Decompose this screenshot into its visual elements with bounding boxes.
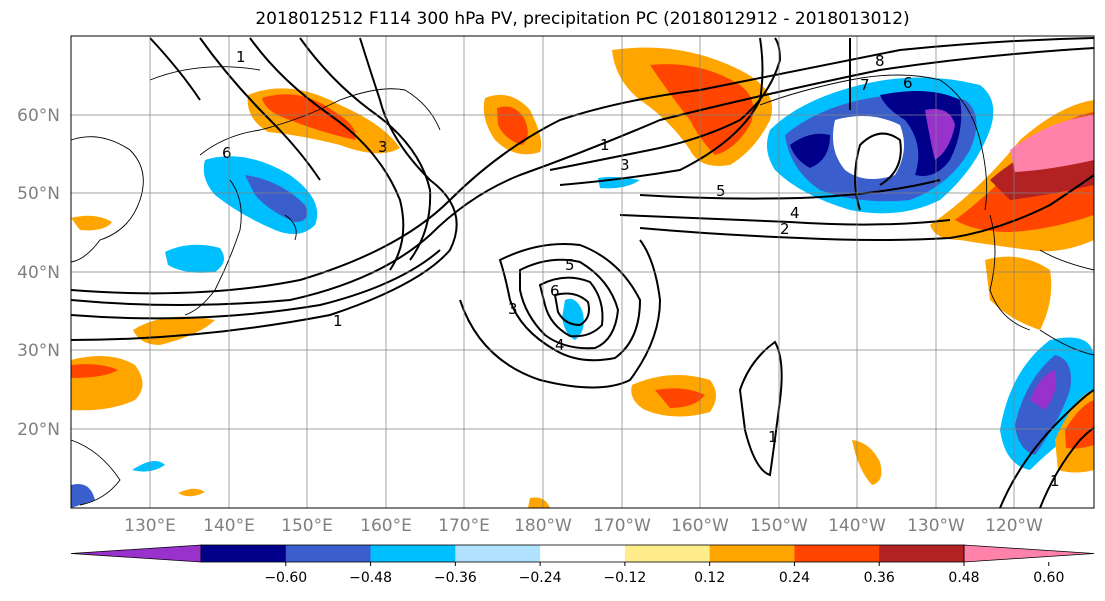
colorbar-tick-label: 0.60 (1033, 570, 1064, 586)
lat-label: 20°N (17, 420, 60, 440)
svg-text:5: 5 (716, 182, 726, 200)
colorbar-segment (370, 545, 456, 562)
svg-text:6: 6 (903, 74, 913, 92)
lat-label: 30°N (17, 341, 60, 361)
svg-text:6: 6 (550, 282, 560, 300)
colorbar-tick-label: 0.48 (948, 570, 979, 586)
lat-label: 60°N (17, 106, 60, 126)
lon-label: 140°W (828, 516, 886, 536)
colorbar-extend-low (70, 544, 202, 563)
svg-text:1: 1 (333, 312, 343, 330)
map-title: 2018012512 F114 300 hPa PV, precipitatio… (255, 9, 910, 29)
colorbar-segment (709, 545, 795, 562)
lon-label: 120°W (985, 516, 1043, 536)
svg-text:5: 5 (565, 256, 575, 274)
contour-labels: 1 3 6 7 8 6 1 3 5 4 2 5 6 3 4 1 1 1 (222, 48, 1060, 490)
lat-label: 40°N (17, 263, 60, 283)
lon-label: 170°E (438, 516, 490, 536)
lon-label: 160°E (360, 516, 412, 536)
colorbar: −0.60 −0.48 −0.36 −0.24 −0.12 0.12 0.24 0.36 0.4… (70, 544, 1095, 586)
lon-label: 170°W (593, 516, 651, 536)
svg-text:3: 3 (508, 300, 518, 318)
svg-text:8: 8 (875, 52, 885, 70)
colorbar-tick-label: 0.36 (864, 570, 895, 586)
colorbar-tick-label: 0.24 (779, 570, 810, 586)
svg-text:7: 7 (860, 76, 870, 94)
svg-text:4: 4 (790, 204, 800, 222)
lon-label: 130°E (124, 516, 176, 536)
svg-text:1: 1 (1050, 472, 1060, 490)
svg-text:1: 1 (768, 428, 778, 446)
plot-frame (70, 35, 1095, 509)
svg-text:6: 6 (222, 144, 232, 162)
colorbar-segment (201, 545, 287, 562)
lon-label: 180°W (514, 516, 572, 536)
colorbar-tick-label: −0.60 (264, 570, 307, 586)
colorbar-segment (794, 545, 880, 562)
lon-label: 150°W (750, 516, 808, 536)
lon-label: 150°E (281, 516, 333, 536)
svg-text:3: 3 (378, 138, 388, 156)
pv-contours (70, 37, 1095, 509)
svg-text:1: 1 (236, 48, 246, 66)
lat-label: 50°N (17, 184, 60, 204)
colorbar-extend-high (963, 544, 1095, 563)
colorbar-segment (455, 545, 541, 562)
colorbar-tick-label: −0.24 (519, 570, 562, 586)
gridlines (71, 36, 1094, 508)
colorbar-tick-label: −0.12 (603, 570, 646, 586)
svg-text:4: 4 (555, 336, 565, 354)
svg-text:2: 2 (780, 220, 790, 238)
lon-axis-labels: 130°E 140°E 150°E 160°E 170°E 180°W 170°… (124, 516, 1043, 536)
colorbar-tick-label: 0.12 (694, 570, 725, 586)
lon-label: 140°E (203, 516, 255, 536)
colorbar-segment (879, 545, 965, 562)
colorbar-frame (200, 544, 965, 563)
colorbar-tick-label: −0.48 (349, 570, 392, 586)
lon-label: 160°W (671, 516, 729, 536)
lat-axis-labels: 60°N 50°N 40°N 30°N 20°N (17, 106, 60, 440)
svg-text:1: 1 (600, 136, 610, 154)
colorbar-segment (624, 545, 711, 562)
colorbar-segment (285, 545, 372, 562)
lon-label: 130°W (907, 516, 965, 536)
svg-text:3: 3 (620, 156, 630, 174)
colorbar-segment (540, 545, 626, 562)
colorbar-tick-label: −0.36 (434, 570, 477, 586)
